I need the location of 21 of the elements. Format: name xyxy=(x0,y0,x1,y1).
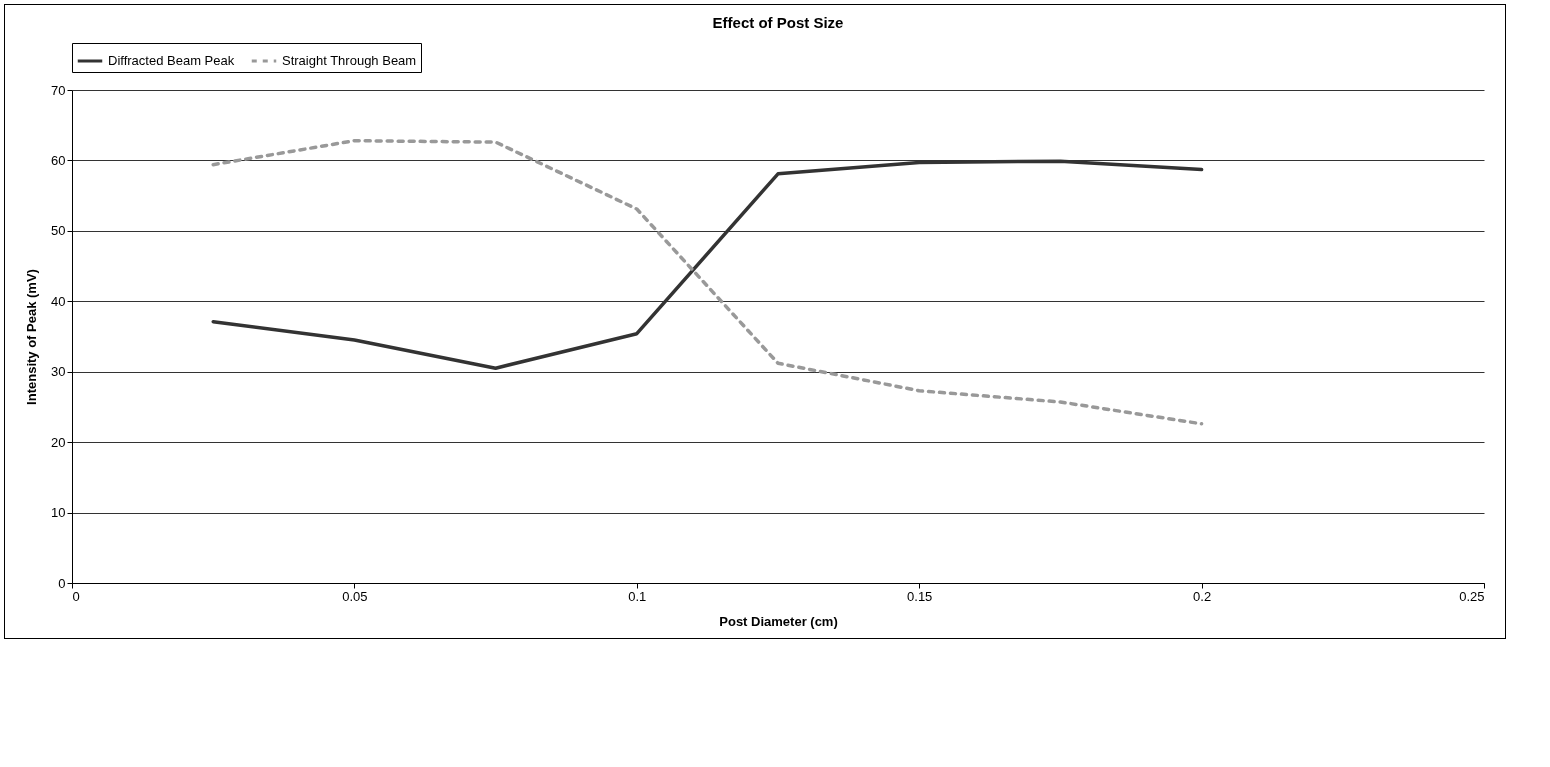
y-tick-label: 40 xyxy=(51,293,66,309)
x-tick-label: 0 xyxy=(72,588,80,604)
line-series xyxy=(211,138,1204,426)
legend-label: Straight Through Beam xyxy=(282,53,417,68)
line-series xyxy=(211,159,1204,370)
y-tick-label: 10 xyxy=(51,505,66,521)
x-tick-label: 0.15 xyxy=(907,588,933,604)
x-tick-label: 0.2 xyxy=(1193,588,1212,604)
x-axis-title: Post Diameter (cm) xyxy=(719,613,838,629)
x-tick-label: 0.05 xyxy=(342,588,368,604)
y-tick-label: 0 xyxy=(58,575,66,591)
y-tick-label: 60 xyxy=(51,152,66,168)
x-tick-label: 0.1 xyxy=(628,588,647,604)
y-tick-label: 30 xyxy=(51,364,66,380)
y-tick-label: 20 xyxy=(51,434,66,450)
y-axis-title: Intensity of Peak (mV) xyxy=(24,269,40,405)
y-tick-label: 70 xyxy=(51,82,66,98)
y-tick-label: 50 xyxy=(51,223,66,239)
x-tick-label: 0.25 xyxy=(1459,588,1485,604)
legend-label: Diffracted Beam Peak xyxy=(108,53,235,68)
chart-title: Effect of Post Size xyxy=(712,13,844,31)
